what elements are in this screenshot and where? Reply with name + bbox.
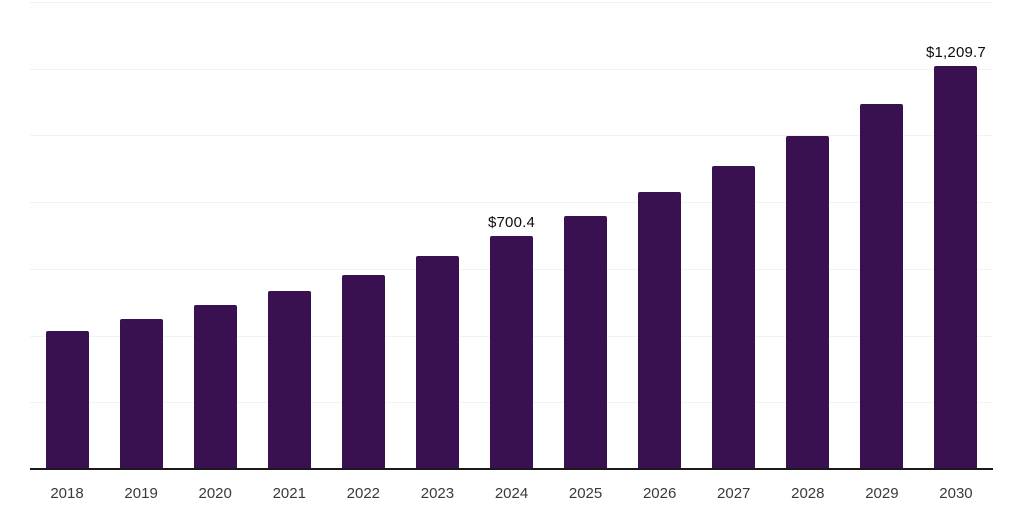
gridline-1200 — [30, 68, 993, 70]
bar-2026 — [638, 191, 682, 470]
bar-2030 — [934, 66, 978, 470]
bar-2018 — [45, 330, 89, 470]
x-tick-2018: 2018 — [50, 485, 84, 502]
bar-2024 — [490, 236, 533, 470]
x-tick-2019: 2019 — [124, 485, 158, 502]
x-tick-2027: 2027 — [717, 485, 751, 502]
x-tick-2026: 2026 — [642, 485, 677, 502]
bar-value-label-2030: $1,209.7 — [925, 44, 986, 62]
x-tick-2024: 2024 — [494, 485, 529, 502]
x-tick-2030: 2030 — [939, 485, 973, 502]
gridline-1000 — [30, 135, 993, 137]
x-tick-2023: 2023 — [420, 485, 455, 502]
x-tick-2025: 2025 — [568, 485, 603, 502]
x-tick-2021: 2021 — [272, 485, 306, 502]
x-tick-2020: 2020 — [198, 485, 232, 502]
bar-2021 — [267, 290, 311, 470]
bar-2023 — [415, 256, 459, 470]
bar-2029 — [860, 103, 904, 470]
gridline-800 — [30, 202, 993, 204]
x-axis-labels: 2018 2019 2020 2021 2022 2023 2024 2025 2026 2027… — [30, 482, 993, 506]
gridline-1400 — [30, 2, 993, 3]
bar-2020 — [193, 305, 237, 470]
x-tick-2022: 2022 — [346, 485, 381, 502]
bar-2028 — [786, 135, 830, 470]
bar-2025 — [564, 215, 608, 470]
x-tick-2029: 2029 — [865, 485, 899, 502]
x-axis-line — [30, 468, 993, 470]
bar-value-label-2024: $700.4 — [487, 214, 536, 232]
bar-2022 — [341, 275, 385, 470]
bar-2027 — [712, 165, 756, 470]
bar-2019 — [119, 318, 163, 470]
plot-area: $700.4 $1,209.7 — [30, 0, 993, 470]
x-tick-2028: 2028 — [791, 485, 825, 502]
